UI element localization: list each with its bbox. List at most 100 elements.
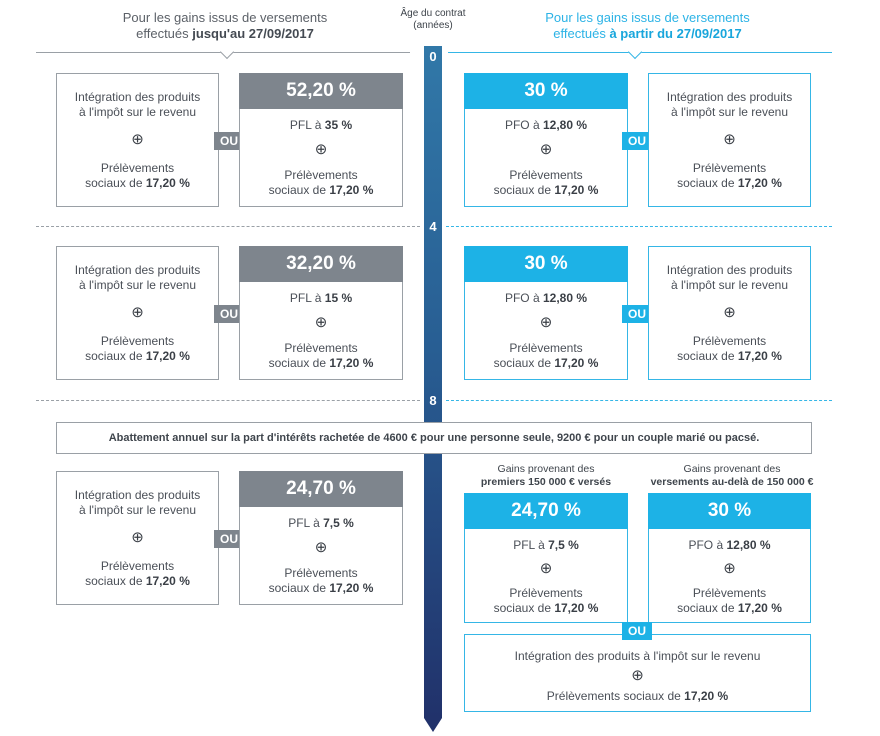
integration-line2: à l'impôt sur le revenu <box>78 105 196 119</box>
prelevements-line1: Prélèvements <box>284 341 358 355</box>
axis-title: Âge du contrat (années) <box>388 8 478 32</box>
integration-line1: Intégration des produits <box>74 263 201 277</box>
row2-integration-box-right: Intégration des produits à l'impôt sur l… <box>648 246 811 380</box>
row1-integration-box-right: Intégration des produits à l'impôt sur l… <box>648 73 811 207</box>
pfo-rate: 12,80 % <box>726 538 771 552</box>
sub-header-line1: Gains provenant des <box>497 463 595 475</box>
row3-pfl-right-total-rate: 24,70 % <box>464 493 628 529</box>
ou-badge: OU <box>214 132 244 150</box>
pfl-rate: 7,5 % <box>323 516 354 530</box>
prelevements-line1: Prélèvements <box>509 586 583 600</box>
tick-4: 4 <box>429 219 437 234</box>
plus-icon: ⊕ <box>131 529 144 546</box>
integration-single-line: Intégration des produits à l'impôt sur l… <box>514 649 761 663</box>
prelevements-line2-pre: sociaux de <box>677 601 738 615</box>
integration-line2: à l'impôt sur le revenu <box>670 105 788 119</box>
prelevements-single-pre: Prélèvements sociaux de <box>546 689 685 703</box>
row3-pfl-box-right: 24,70 % PFL à 7,5 % ⊕ Prélèvements socia… <box>464 493 628 623</box>
prelevements-line2-pre: sociaux de <box>493 356 555 370</box>
row2-pfo-box: 30 % PFO à 12,80 % ⊕ Prélèvements sociau… <box>464 246 628 380</box>
prelevements-line1: Prélèvements <box>284 566 358 580</box>
plus-icon: ⊕ <box>539 141 553 158</box>
prelevements-rate: 17,20 % <box>145 176 190 190</box>
row3-integration-wide-box: Intégration des produits à l'impôt sur l… <box>464 634 811 712</box>
prelevements-line2-pre: sociaux de <box>85 349 146 363</box>
left-header-line2-pre: effectués <box>136 26 193 41</box>
separator-4-left <box>36 226 420 227</box>
sub-header-first-150k: Gains provenant des premiers 150 000 € v… <box>464 463 628 489</box>
plus-icon: ⊕ <box>539 560 553 577</box>
pfo-label: PFO à <box>504 118 543 132</box>
prelevements-rate: 17,20 % <box>684 689 729 703</box>
plus-icon: ⊕ <box>631 667 644 684</box>
sub-header-line2: versements au-delà de 150 000 € <box>650 476 814 488</box>
separator-4-right <box>446 226 832 227</box>
separator-8-right <box>446 400 832 401</box>
row1-pfl-box: 52,20 % PFL à 35 % ⊕ Prélèvements sociau… <box>239 73 403 207</box>
pfo-rate: 12,80 % <box>542 291 588 305</box>
prelevements-rate: 17,20 % <box>737 349 782 363</box>
plus-icon: ⊕ <box>723 304 736 321</box>
timeline-axis <box>424 46 442 718</box>
pfl-rate: 35 % <box>324 118 353 132</box>
row3-pfo-total-rate: 30 % <box>648 493 811 529</box>
right-column-header: Pour les gains issus de versements effec… <box>470 10 825 42</box>
ou-badge: OU <box>214 530 244 548</box>
row2-integration-box: Intégration des produits à l'impôt sur l… <box>56 246 219 380</box>
prelevements-rate: 17,20 % <box>737 176 782 190</box>
prelevements-line1: Prélèvements <box>692 586 767 600</box>
plus-icon: ⊕ <box>314 141 328 158</box>
prelevements-line2-pre: sociaux de <box>493 601 555 615</box>
sub-header-line2: premiers 150 000 € versés <box>480 476 612 488</box>
axis-title-line2: (années) <box>413 20 453 31</box>
row2-pfo-total-rate: 30 % <box>464 246 628 282</box>
prelevements-line2-pre: sociaux de <box>268 356 330 370</box>
integration-line1: Intégration des produits <box>74 90 201 104</box>
row1-pfo-box: 30 % PFO à 12,80 % ⊕ Prélèvements sociau… <box>464 73 628 207</box>
pfo-rate: 12,80 % <box>542 118 588 132</box>
prelevements-line2-pre: sociaux de <box>268 581 330 595</box>
prelevements-line2-pre: sociaux de <box>85 574 146 588</box>
abattement-banner: Abattement annuel sur la part d'intérêts… <box>56 422 812 454</box>
tick-8: 8 <box>429 393 437 408</box>
pfl-label: PFL à <box>288 516 324 530</box>
plus-icon: ⊕ <box>723 131 736 148</box>
prelevements-rate: 17,20 % <box>145 349 190 363</box>
sub-header-line1: Gains provenant des <box>683 463 781 475</box>
pfl-label: PFL à <box>289 291 325 305</box>
prelevements-line1: Prélèvements <box>284 168 358 182</box>
prelevements-line2-pre: sociaux de <box>85 176 146 190</box>
prelevements-line2-pre: sociaux de <box>493 183 555 197</box>
row3-pfl-box: 24,70 % PFL à 7,5 % ⊕ Prélèvements socia… <box>239 471 403 605</box>
integration-line2: à l'impôt sur le revenu <box>78 278 196 292</box>
prelevements-line1: Prélèvements <box>100 161 175 175</box>
prelevements-rate: 17,20 % <box>554 601 599 615</box>
right-header-line1: Pour les gains issus de versements <box>545 10 750 25</box>
row1-pfo-total-rate: 30 % <box>464 73 628 109</box>
right-header-line2-pre: effectués <box>553 26 610 41</box>
prelevements-rate: 17,20 % <box>329 356 374 370</box>
left-column-header: Pour les gains issus de versements effec… <box>60 10 390 42</box>
row1-pfl-total-rate: 52,20 % <box>239 73 403 109</box>
ou-badge: OU <box>214 305 244 323</box>
prelevements-line1: Prélèvements <box>692 334 767 348</box>
row1-integration-box: Intégration des produits à l'impôt sur l… <box>56 73 219 207</box>
row3-pfo-box-right: 30 % PFO à 12,80 % ⊕ Prélèvements sociau… <box>648 493 811 623</box>
integration-line1: Intégration des produits <box>666 263 793 277</box>
prelevements-rate: 17,20 % <box>554 183 599 197</box>
tick-0: 0 <box>429 49 437 64</box>
plus-icon: ⊕ <box>723 560 736 577</box>
prelevements-rate: 17,20 % <box>329 581 374 595</box>
row3-pfl-total-rate: 24,70 % <box>239 471 403 507</box>
plus-icon: ⊕ <box>131 131 144 148</box>
pfo-label: PFO à <box>504 291 543 305</box>
separator-8-left <box>36 400 420 401</box>
left-header-notch <box>219 44 235 60</box>
pfl-label: PFL à <box>513 538 549 552</box>
prelevements-rate: 17,20 % <box>737 601 782 615</box>
plus-icon: ⊕ <box>314 539 328 556</box>
integration-line2: à l'impôt sur le revenu <box>78 503 196 517</box>
prelevements-line2-pre: sociaux de <box>677 349 738 363</box>
ou-badge: OU <box>622 132 652 150</box>
right-header-notch <box>627 44 643 60</box>
